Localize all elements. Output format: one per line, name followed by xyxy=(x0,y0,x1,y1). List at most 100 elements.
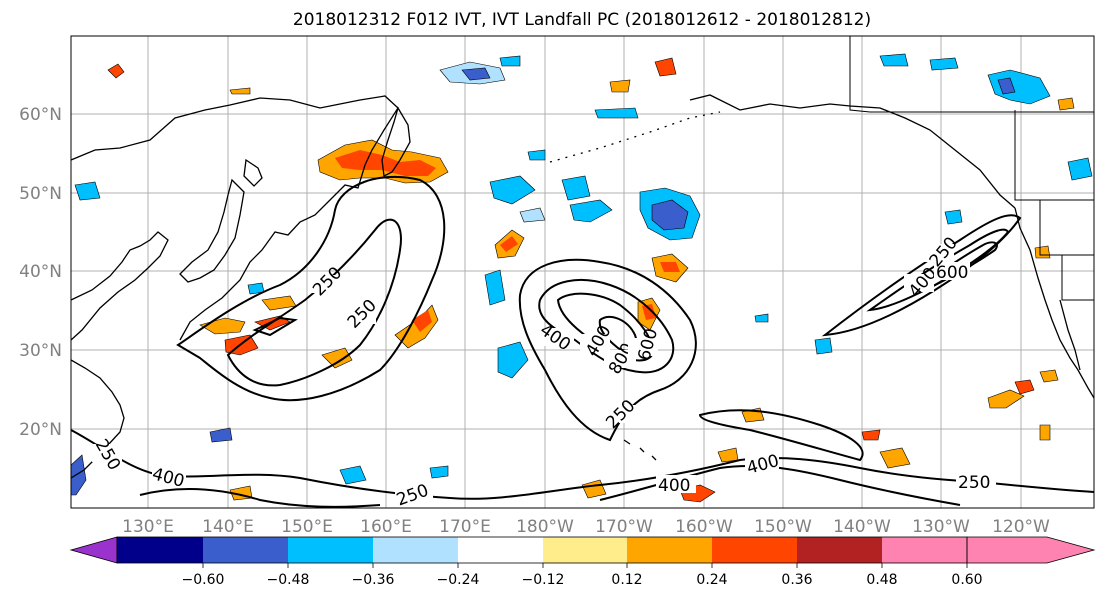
contour-label: 400 xyxy=(658,476,690,496)
pc-patch-negative xyxy=(484,269,506,306)
colorbar-swatch xyxy=(712,537,797,563)
colorbar-swatch xyxy=(797,537,882,563)
lon-label: 130°E xyxy=(122,517,174,537)
pc-patch-negative xyxy=(489,175,536,205)
lon-label: 160°W xyxy=(675,517,733,537)
colorbar-tick-label: −0.36 xyxy=(352,572,395,588)
colorbar-swatch xyxy=(627,537,712,563)
pc-patch-negative xyxy=(1067,157,1093,181)
pc-patch-negative xyxy=(814,337,833,355)
lon-label: 170°W xyxy=(595,517,653,537)
colorbar-tick-label: 0.48 xyxy=(866,572,897,588)
colorbar-swatch xyxy=(373,537,458,563)
pc-patch-negative xyxy=(944,209,963,225)
colorbar-tick-label: 0.12 xyxy=(611,572,642,588)
lon-label: 160°E xyxy=(360,517,412,537)
pc-patch-negative xyxy=(561,175,591,201)
pc-patch-positive xyxy=(321,347,353,369)
borders xyxy=(849,36,1094,301)
lat-label: 40°N xyxy=(19,262,62,282)
contour-label: 250 xyxy=(958,473,990,493)
pc-patch-negative xyxy=(519,207,546,223)
pc-patch-positive xyxy=(229,87,251,95)
pc-patch-negative xyxy=(527,149,546,161)
colorbar-extend-max xyxy=(966,536,1096,564)
lon-label: 170°E xyxy=(439,517,491,537)
pc-patch-positive xyxy=(1034,245,1051,259)
lon-label: 130°W xyxy=(912,517,970,537)
lon-label: 150°W xyxy=(754,517,812,537)
pc-patch-negative xyxy=(594,107,639,119)
pc-patch-positive xyxy=(412,310,432,332)
contour-label: 600 xyxy=(936,263,968,283)
colorbar-swatch xyxy=(543,537,627,563)
pc-patch-positive xyxy=(1057,97,1075,111)
contour-400-south xyxy=(139,487,381,508)
pc-patch-positive xyxy=(1039,424,1051,441)
pc-patch-negative xyxy=(879,53,909,67)
map-title: 2018012312 F012 IVT, IVT Landfall PC (20… xyxy=(293,10,871,30)
lat-label: 20°N xyxy=(19,420,62,440)
pc-patch-negative xyxy=(71,454,87,496)
map-area: 250 250 400 400 800 600 250 400 250 400 … xyxy=(71,36,1094,508)
colorbar-swatch xyxy=(203,537,288,563)
pc-patch-positive xyxy=(654,57,677,77)
pc-patch-positive xyxy=(987,389,1025,409)
pc-patch-negative xyxy=(987,69,1051,105)
contour-600-kuroshio xyxy=(252,316,298,337)
contour-250-south xyxy=(71,429,1094,500)
pc-patch-positive xyxy=(1014,379,1035,395)
pc-shading xyxy=(71,53,1093,503)
lon-label: 180°W xyxy=(516,517,574,537)
contour-250-central xyxy=(518,258,697,442)
lat-labels: 60°N 50°N 40°N 30°N 20°N xyxy=(19,105,62,440)
lon-label: 120°W xyxy=(992,517,1050,537)
pc-patch-negative xyxy=(929,57,959,71)
lat-label: 60°N xyxy=(19,105,62,125)
pc-patch-positive xyxy=(1039,369,1059,383)
pc-patch-negative xyxy=(651,199,689,231)
lon-label: 140°W xyxy=(833,517,891,537)
pc-patch-positive xyxy=(107,63,125,79)
pc-patch-positive xyxy=(660,262,680,272)
lon-label: 150°E xyxy=(281,517,333,537)
colorbar-swatch xyxy=(882,537,967,563)
pc-patch-positive xyxy=(879,447,911,469)
lat-label: 30°N xyxy=(19,341,62,361)
pc-patch-negative xyxy=(74,181,101,201)
pc-patch-negative xyxy=(429,465,449,479)
colorbar-tick-label: 0.24 xyxy=(696,572,727,588)
contour-400-kuroshio xyxy=(226,218,402,387)
map-frame xyxy=(70,35,1095,509)
contour-250-east xyxy=(821,214,1022,337)
contour-250-kuroshio xyxy=(176,175,446,402)
colorbar: −0.60 −0.48 −0.36 −0.24 −0.12 0.12 0.24 … xyxy=(69,536,1096,588)
contour-400-east xyxy=(866,228,1010,312)
colorbar-tick-label: −0.48 xyxy=(267,572,310,588)
colorbar-swatch xyxy=(117,537,203,563)
colorbar-extend-min xyxy=(69,536,118,564)
pc-patch-positive xyxy=(335,150,436,176)
colorbar-tick-label: −0.12 xyxy=(522,572,565,588)
colorbar-tick-label: 0.36 xyxy=(781,572,812,588)
lon-labels: 130°E 140°E 150°E 160°E 170°E 180°W 170°… xyxy=(122,517,1050,537)
pc-patch-negative xyxy=(499,55,521,67)
pc-patch-positive xyxy=(500,236,518,252)
pc-patch-negative xyxy=(569,199,613,223)
pc-patch-negative xyxy=(339,465,367,485)
pc-patch-positive xyxy=(861,429,881,441)
pc-patch-negative xyxy=(997,77,1016,95)
pc-patch-negative xyxy=(497,341,529,379)
pc-patch-negative xyxy=(209,427,233,443)
pc-patch-negative xyxy=(461,67,491,81)
colorbar-swatch xyxy=(288,537,373,563)
lat-label: 50°N xyxy=(19,184,62,204)
colorbar-tick-label: −0.24 xyxy=(437,572,480,588)
colorbar-tick-label: −0.60 xyxy=(182,572,225,588)
pc-patch-positive xyxy=(609,79,631,93)
lon-label: 140°E xyxy=(202,517,254,537)
colorbar-swatch xyxy=(458,537,543,563)
pc-patch-positive xyxy=(642,304,656,320)
colorbar-tick-label: 0.60 xyxy=(951,572,982,588)
